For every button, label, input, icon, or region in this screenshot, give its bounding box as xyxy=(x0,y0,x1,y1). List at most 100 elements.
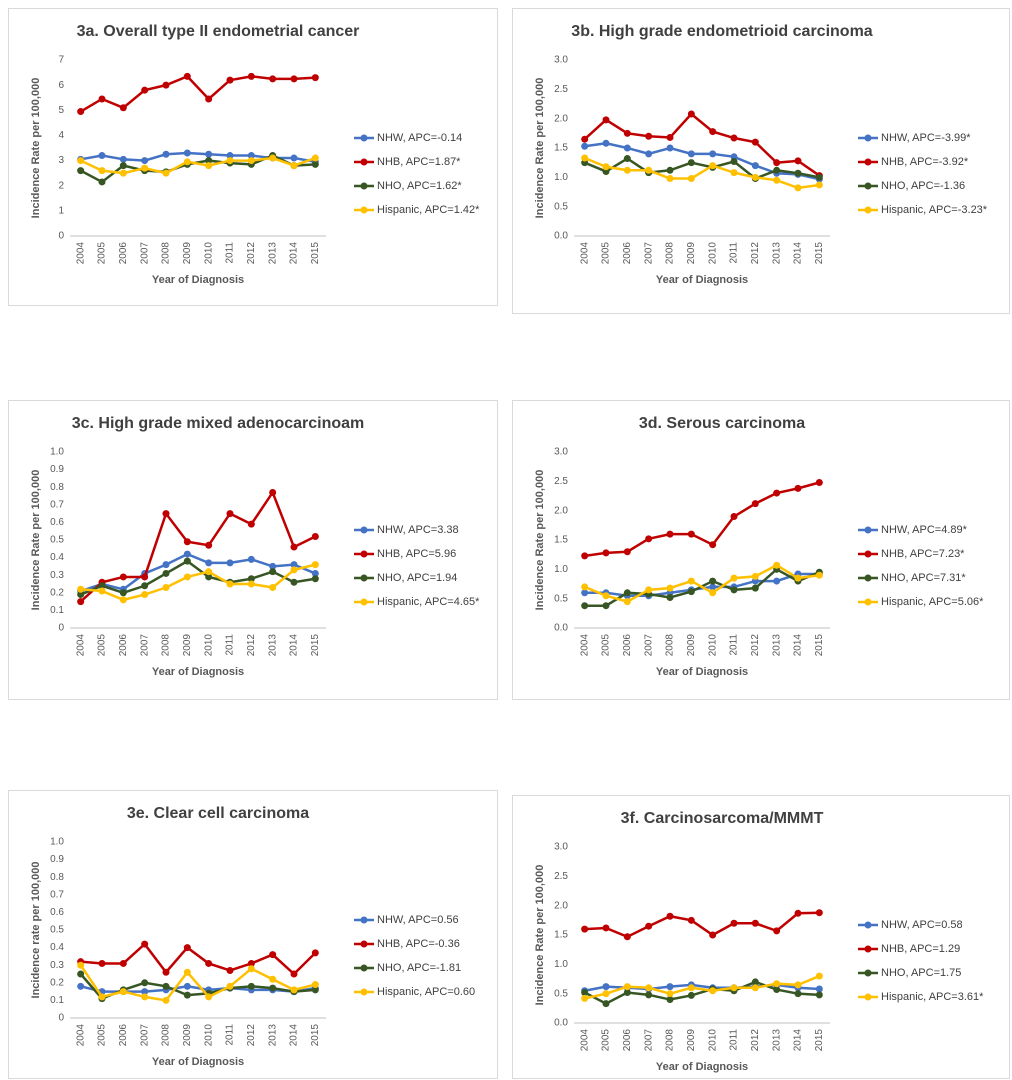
chart-title: 3a. Overall type II endometrial cancer xyxy=(77,23,360,40)
data-point xyxy=(751,572,759,580)
legend-marker xyxy=(864,158,872,166)
x-tick-label: 2005 xyxy=(601,1029,612,1052)
y-tick-label: 0.2 xyxy=(50,977,64,988)
data-point xyxy=(226,76,234,84)
data-point xyxy=(623,598,631,606)
x-tick-label: 2011 xyxy=(225,242,236,264)
x-tick-label: 2015 xyxy=(310,1024,321,1047)
y-tick-label: 0.5 xyxy=(554,201,568,212)
data-point xyxy=(311,160,319,168)
chart-panel: 3d. Serous carcinoma 0.0 0.5 1.0 1.5 2.0 2.5 3.… xyxy=(512,400,1010,700)
legend-label: Hispanic, APC=1.42* xyxy=(377,204,480,216)
legend-marker xyxy=(360,158,368,166)
y-tick-label: 0.5 xyxy=(554,593,568,604)
data-point xyxy=(815,479,823,487)
data-point xyxy=(623,155,631,163)
data-point xyxy=(226,559,234,567)
data-point xyxy=(581,988,589,996)
data-point xyxy=(183,944,191,952)
y-axis-title: Incidence rate per 100,000 xyxy=(30,862,42,999)
data-point xyxy=(290,566,298,574)
data-point xyxy=(773,489,781,497)
data-point xyxy=(687,159,695,167)
data-point xyxy=(269,951,277,959)
legend-label: NHB, APC=1.29 xyxy=(881,943,960,955)
x-tick-label: 2014 xyxy=(289,242,300,265)
data-point xyxy=(119,162,127,170)
data-point xyxy=(311,561,319,569)
data-point xyxy=(666,593,674,601)
data-point xyxy=(269,75,277,83)
legend-marker xyxy=(864,134,872,142)
x-tick-label: 2013 xyxy=(267,634,278,657)
series-line xyxy=(80,552,316,593)
y-tick-label: 0.8 xyxy=(50,872,64,883)
data-point xyxy=(645,166,653,174)
x-tick-label: 2008 xyxy=(665,242,676,265)
y-tick-label: 1.0 xyxy=(50,837,64,848)
data-point xyxy=(183,982,191,990)
data-point xyxy=(247,959,255,967)
data-point xyxy=(645,922,653,930)
y-tick-label: 0 xyxy=(58,1013,64,1024)
data-point xyxy=(581,135,589,143)
data-point xyxy=(623,933,631,941)
series-line xyxy=(80,74,316,113)
y-tick-label: 3.0 xyxy=(554,55,568,66)
x-tick-label: 2010 xyxy=(707,634,718,657)
x-tick-label: 2011 xyxy=(729,634,740,656)
data-point xyxy=(162,968,170,976)
data-point xyxy=(205,993,213,1001)
y-tick-label: 0.9 xyxy=(50,854,64,865)
data-point xyxy=(751,162,759,170)
data-point xyxy=(602,1000,610,1008)
data-point xyxy=(311,74,319,82)
data-point xyxy=(226,510,234,518)
data-point xyxy=(773,561,781,569)
data-point xyxy=(623,589,631,597)
chart-title: 3d. Serous carcinoma xyxy=(639,415,805,432)
chart-title: 3c. High grade mixed adenocarcinoam xyxy=(72,415,365,432)
data-point xyxy=(183,149,191,157)
chart-panel: 3f. Carcinosarcoma/MMMT 0.0 0.5 1.0 1.5 2.0 2.… xyxy=(512,795,1010,1079)
y-tick-label: 2.5 xyxy=(554,84,568,95)
data-point xyxy=(794,574,802,582)
data-point xyxy=(645,991,653,999)
x-tick-label: 2005 xyxy=(97,1024,108,1047)
x-axis-title: Year of Diagnosis xyxy=(152,666,244,678)
x-tick-label: 2011 xyxy=(729,242,740,264)
data-point xyxy=(119,589,127,597)
y-tick-label: 0.5 xyxy=(554,988,568,999)
chart-panel: 3c. High grade mixed adenocarcinoam 0 0.1 0… xyxy=(8,400,498,700)
y-tick-label: 6 xyxy=(58,80,64,91)
data-point xyxy=(290,154,298,162)
data-point xyxy=(247,152,255,160)
legend-label: Hispanic, APC=3.61* xyxy=(881,991,984,1003)
legend-marker xyxy=(864,993,872,1001)
x-tick-label: 2004 xyxy=(579,634,590,657)
data-point xyxy=(794,909,802,917)
data-point xyxy=(709,931,717,939)
legend-marker xyxy=(864,598,872,606)
data-point xyxy=(794,484,802,492)
data-point xyxy=(77,591,85,599)
data-point xyxy=(581,994,589,1002)
x-axis-title: Year of Diagnosis xyxy=(656,666,748,678)
x-axis-title: Year of Diagnosis xyxy=(152,274,244,286)
legend-label: NHB, APC=-0.36 xyxy=(377,938,460,950)
x-tick-label: 2011 xyxy=(225,1024,236,1046)
x-tick-label: 2008 xyxy=(161,634,172,657)
data-point xyxy=(581,602,589,610)
data-point xyxy=(247,580,255,588)
data-point xyxy=(98,95,106,103)
data-point xyxy=(666,175,674,183)
data-point xyxy=(709,589,717,597)
legend-marker xyxy=(360,988,368,996)
chart-title: 3e. Clear cell carcinoma xyxy=(127,805,309,822)
data-point xyxy=(311,575,319,583)
data-point xyxy=(183,968,191,976)
data-point xyxy=(815,181,823,189)
data-point xyxy=(794,169,802,177)
